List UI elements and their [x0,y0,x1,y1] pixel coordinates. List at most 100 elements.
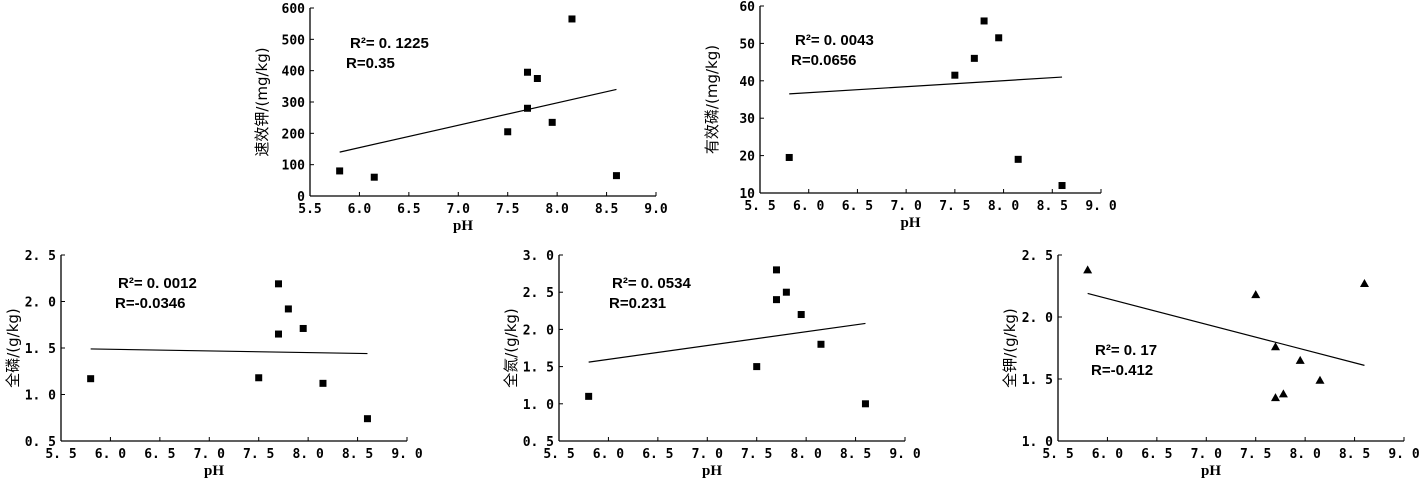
x-tick-label: 7. 0 [194,447,225,462]
data-point [970,54,978,62]
x-tick-label: 5. 5 [543,447,574,462]
data-point [274,280,282,288]
data-point [274,330,282,338]
data-point [299,324,307,332]
y-axis-title: 全钾/(g/kg) [1001,308,1019,388]
data-point [861,400,869,408]
x-tick-label: 7. 5 [1240,447,1271,462]
data-point [995,34,1003,42]
data-point [1278,389,1288,398]
data-point [951,71,959,79]
trendline [339,88,617,153]
y-tick-label: 1. 0 [523,398,554,413]
y-tick-label: 1. 0 [1022,435,1053,450]
r-squared-label: R²= 0. 0012 [118,275,197,292]
data-point [753,363,761,371]
r-squared-label: R²= 0. 0043 [795,32,874,49]
y-tick-label: 2. 5 [523,286,554,301]
y-tick-label: 60 [739,0,755,15]
data-point [612,172,620,180]
y-axis-title: 速效钾/(mg/kg) [253,47,271,156]
data-point [1083,265,1093,274]
y-axis-title: 有效磷/(mg/kg) [703,45,721,154]
y-tick-label: 1. 5 [1022,373,1053,388]
data-point [523,104,531,112]
x-tick-label: 7. 0 [890,199,921,214]
x-tick-label: 8. 5 [1037,199,1068,214]
data-point [772,296,780,304]
scatter-panel-3: 5. 5 6. 0 6. 5 7. 0 7. 5 8. 0 8. 5 9. 0 0. 5 1. 0… [4,249,423,479]
data-point [568,15,576,23]
scatter-panel-2: 5. 5 6. 0 6. 5 7. 0 7. 5 8. 0 8. 5 9. 0 10 20 30 40… [703,0,1117,231]
x-tick-label: 5. 5 [45,447,76,462]
x-tick-label: 8.0 [545,202,569,217]
y-tick-label: 600 [282,2,306,17]
data-point [363,415,371,423]
y-tick-label: 500 [282,33,306,48]
data-point [1058,182,1066,190]
y-tick-label: 1. 0 [25,389,56,404]
x-tick-label: 8. 5 [840,447,871,462]
data-point [782,288,790,296]
data-point [533,75,541,82]
y-tick-label: 20 [739,150,755,165]
x-tick-label: 9. 0 [1085,199,1116,214]
r-squared-label: R²= 0. 0534 [612,275,691,292]
x-axis-title: pH [900,215,920,231]
y-axis-title: 全磷/(g/kg) [4,308,22,388]
x-tick-label: 9.0 [644,202,668,217]
r-squared-label: R²= 0. 1225 [350,35,429,52]
data-point [336,167,344,175]
data-point [1295,355,1305,364]
y-tick-label: 300 [282,96,306,111]
scatter-panel-5: 5. 5 6. 0 6. 5 7. 0 7. 5 8. 0 8. 5 9. 0 1. 0 1. 5… [1001,249,1420,479]
data-point [772,266,780,274]
x-tick-label: 6. 5 [144,447,175,462]
data-point [785,153,793,161]
x-tick-label: 6.0 [348,202,372,217]
x-axis-title: pH [204,463,224,479]
scatter-panel-1: 5.5 6.0 6.5 7.0 7.5 8.0 8.5 9.0 0 100 200 300 400 500… [253,2,668,234]
y-tick-label: 2. 0 [1022,311,1053,326]
trendline [1087,292,1365,366]
x-tick-label: 6. 5 [642,447,673,462]
x-tick-label: 6. 0 [593,447,624,462]
y-tick-label: 2. 0 [523,323,554,338]
r-label: R=0.35 [346,55,395,72]
data-point [1270,393,1280,402]
trendline [90,348,368,355]
y-tick-label: 400 [282,65,306,80]
x-tick-label: 7. 0 [692,447,723,462]
data-point [980,17,988,25]
data-point [87,375,95,383]
scatter-panel-4: 5. 5 6. 0 6. 5 7. 0 7. 5 8. 0 8. 5 9. 0 0. 5 1. 0… [502,249,921,479]
x-tick-label: 6.5 [397,202,420,217]
r-label: R=0.231 [609,295,666,312]
y-tick-label: 50 [739,37,755,52]
data-point [1359,279,1369,288]
x-tick-label: 8. 5 [342,447,373,462]
y-tick-label: 10 [739,187,755,202]
trendline [588,322,866,363]
x-tick-label: 8. 5 [1339,447,1370,462]
x-tick-label: 8. 0 [292,447,323,462]
x-axis-title: pH [1201,463,1221,479]
y-tick-label: 0. 5 [25,435,56,450]
r-label: R=-0.412 [1091,362,1153,379]
x-tick-label: 5. 5 [744,199,775,214]
y-tick-label: 1. 5 [25,342,56,357]
data-point [523,68,531,76]
x-tick-label: 8.5 [595,202,618,217]
data-point [255,374,263,382]
data-point [548,118,556,126]
y-tick-label: 40 [739,75,755,90]
y-tick-label: 0 [297,190,305,205]
x-tick-label: 5.5 [298,202,321,217]
x-tick-label: 6. 0 [95,447,126,462]
data-point [370,173,378,181]
y-tick-label: 30 [739,112,755,127]
x-tick-label: 9. 0 [1388,447,1419,462]
x-tick-label: 8. 0 [1289,447,1320,462]
r-label: R=0.0656 [791,52,856,69]
x-tick-label: 9. 0 [391,447,422,462]
